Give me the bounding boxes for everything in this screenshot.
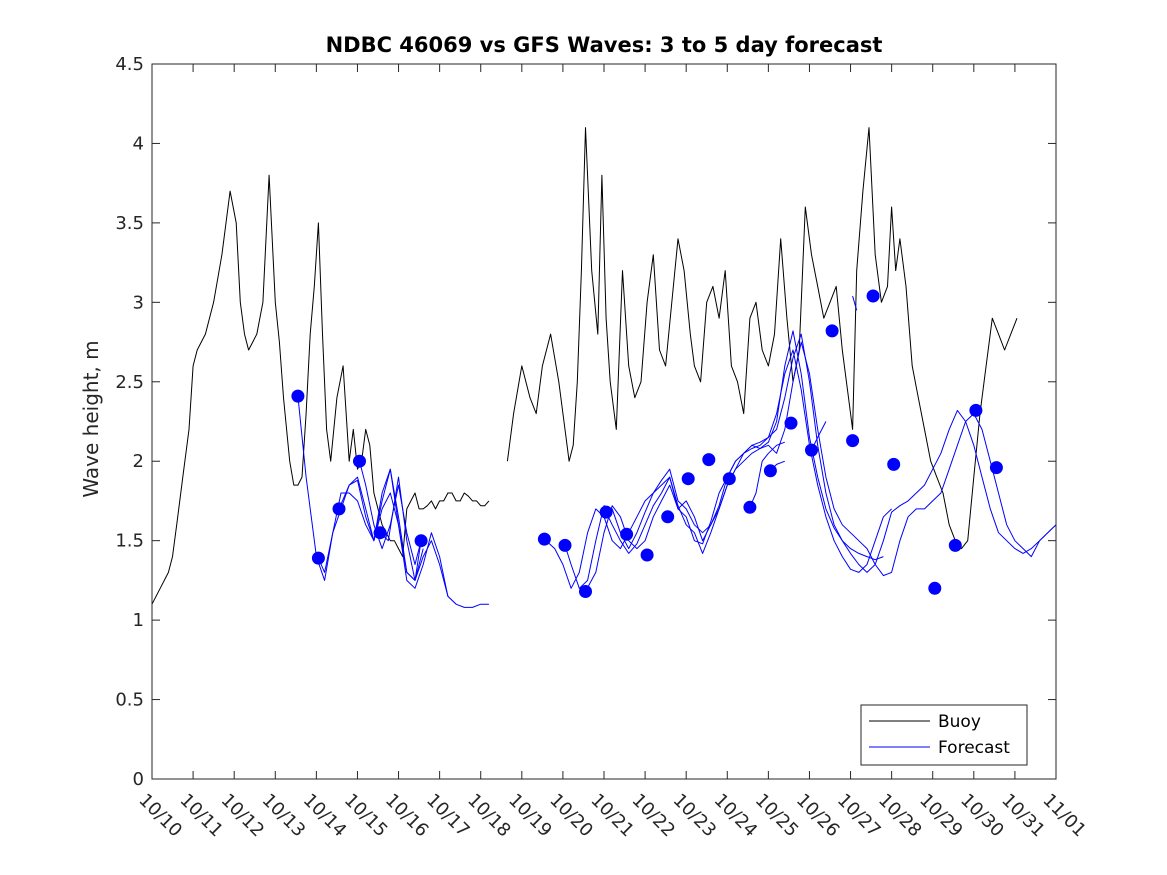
forecast-start-marker-17 [763,464,777,478]
forecast-start-marker-27 [989,461,1003,475]
forecast-line-4 [338,479,457,605]
forecast-start-marker-23 [887,457,901,471]
legend-forecast-label: Forecast [938,738,1010,758]
forecast-start-marker-11 [640,548,654,562]
forecast-start-marker-20 [825,324,839,338]
forecast-start-marker-15 [722,472,736,486]
forecast-start-marker-12 [661,510,675,524]
legend: Buoy Forecast [860,704,1028,766]
forecast-start-marker-4 [373,526,387,540]
plot-area [151,127,1057,608]
forecast-start-marker-16 [743,500,757,514]
y-axis-label: Wave height, m [79,340,103,497]
forecast-start-marker-6 [537,532,551,546]
y-tick-label-2: 1 [133,610,144,631]
forecast-line-8 [564,333,1057,589]
forecast-start-marker-13 [681,472,695,486]
buoy-line-1 [506,127,1018,550]
y-tick-label-9: 4.5 [115,54,144,75]
y-tick-label-7: 3.5 [115,213,144,234]
legend-box [860,704,1028,766]
forecast-start-marker-26 [969,403,983,417]
forecast-start-marker-25 [948,538,962,552]
y-tick-label-0: 0 [133,769,144,790]
forecast-start-marker-22 [866,289,880,303]
forecast-start-marker-5 [414,534,428,548]
forecast-start-marker-7 [558,538,572,552]
forecast-start-marker-9 [599,505,613,519]
forecast-start-marker-1 [311,551,325,565]
y-tick-label-4: 2 [133,451,144,472]
y-tick-label-3: 1.5 [115,531,144,552]
forecast-start-marker-8 [579,585,592,598]
forecast-line-5 [359,461,422,565]
forecast-start-marker-18 [784,416,798,430]
forecast-line-14 [852,295,858,311]
forecast-start-marker-2 [332,502,346,516]
y-tick-label-5: 2.5 [115,372,144,393]
forecast-start-marker-3 [353,454,366,468]
forecast-line-3 [317,468,424,581]
y-tick-label-6: 3 [133,292,144,313]
y-tick-label-8: 4 [133,133,144,154]
forecast-start-marker-24 [928,581,942,595]
chart-title: NDBC 46069 vs GFS Waves: 3 to 5 day fore… [326,33,883,57]
forecast-line-7 [544,341,1057,589]
forecast-line-10 [605,330,884,561]
forecast-start-marker-21 [846,434,860,448]
forecast-line-9 [585,349,892,592]
forecast-line-11 [749,441,785,508]
y-tick-label-1: 0.5 [115,690,144,711]
forecast-start-marker-14 [702,453,716,467]
forecast-start-marker-10 [620,527,634,541]
forecast-line-6 [379,476,422,581]
forecast-start-marker-0 [291,389,305,403]
legend-buoy-label: Buoy [938,712,981,732]
forecast-start-marker-19 [805,443,818,457]
buoy-line-0 [151,174,490,605]
